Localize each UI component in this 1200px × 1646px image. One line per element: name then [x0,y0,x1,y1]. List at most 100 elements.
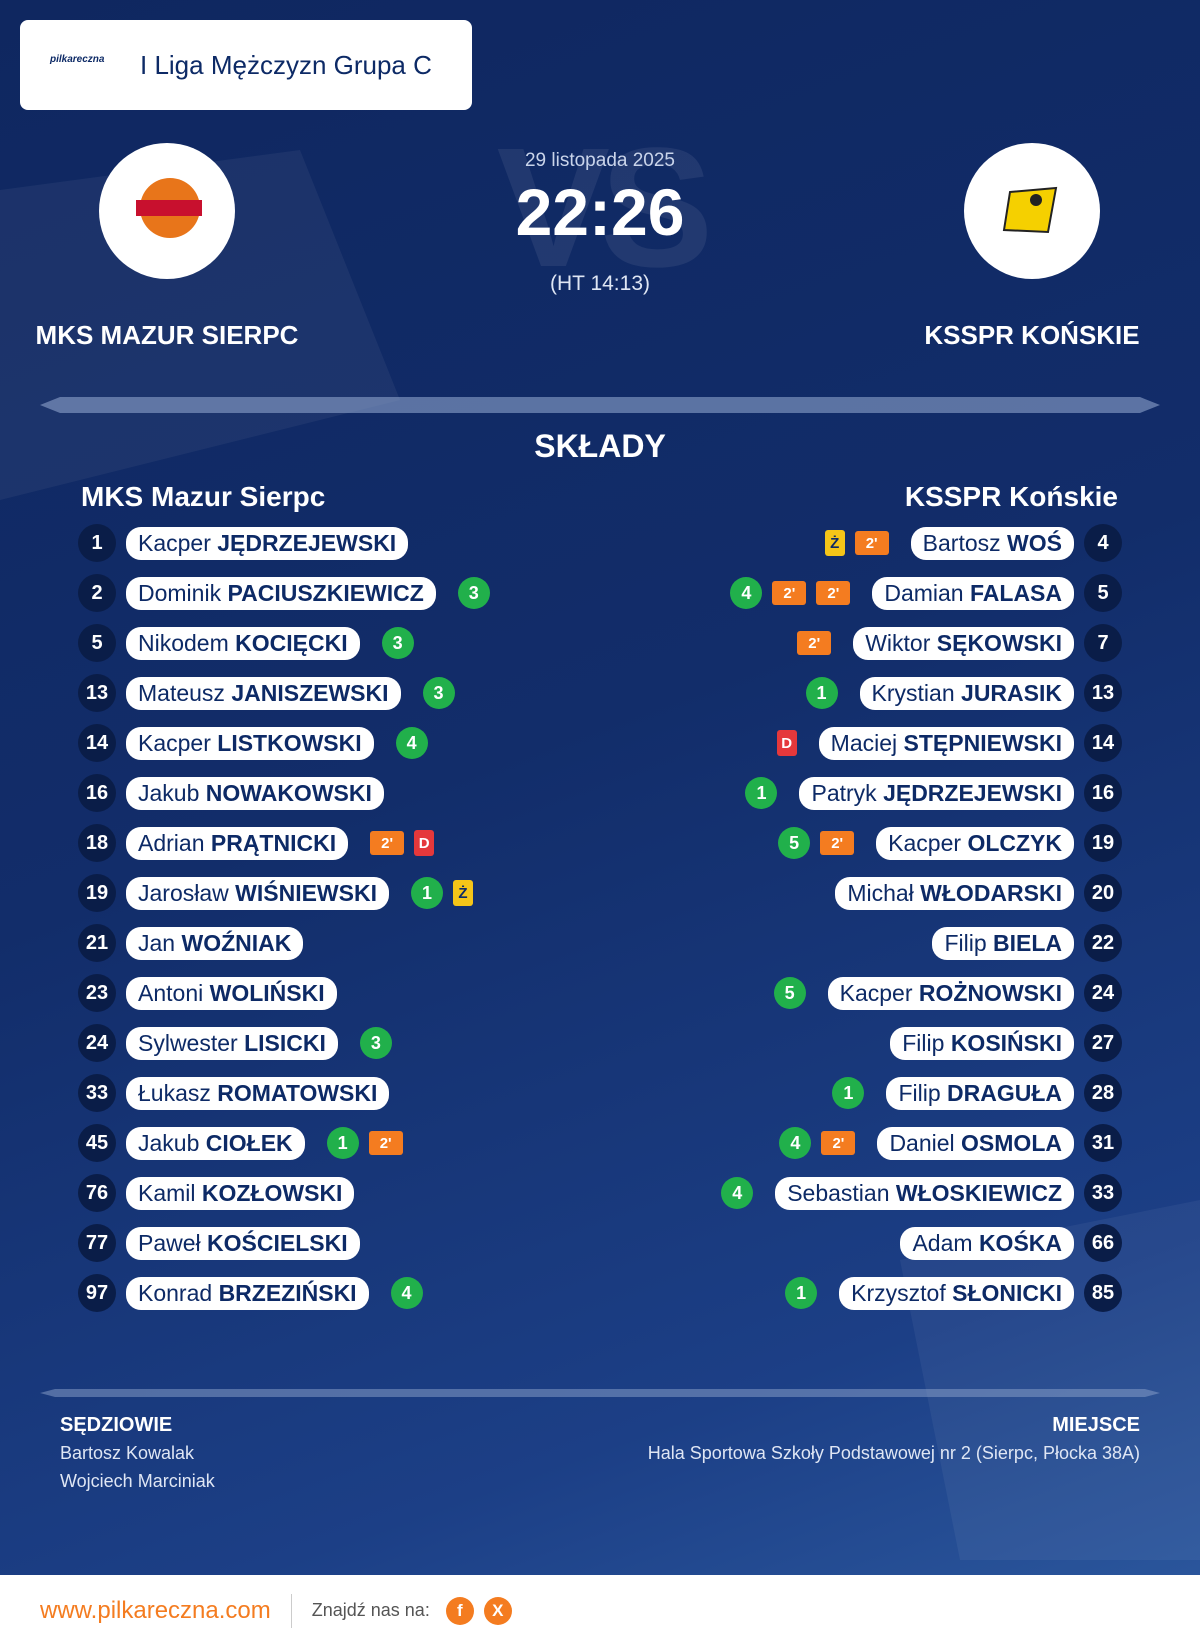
card: 2' [816,581,851,605]
venue-name: Hala Sportowa Szkoły Podstawowej nr 2 (S… [647,1443,1140,1463]
player-row: 1 Krystian JURASIK 13 [805,668,1122,718]
social-link[interactable]: X [483,1596,512,1625]
events: 3 [457,577,490,609]
player-name: Maciej STĘPNIEWSKI [818,726,1074,760]
last-name: PRĄTNICKI [210,829,337,856]
vs-watermark: VS [496,113,714,303]
last-name: STĘPNIEWSKI [903,729,1062,756]
goals: 3 [422,677,455,709]
player-name: Bartosz WOŚ [910,526,1074,560]
first-name: Maciej [830,729,898,756]
last-name: BRZEZIŃSKI [218,1279,357,1306]
events: 5 [773,977,806,1009]
player-number: 27 [1084,1024,1122,1062]
site-url: www.pilkareczna.com [40,1593,292,1628]
first-name: Paweł [138,1229,201,1256]
last-name: KOSIŃSKI [950,1029,1062,1056]
player-row: 97 Konrad BRZEZIŃSKI 4 [78,1268,423,1318]
official-name: Wojciech Marciniak [60,1471,215,1491]
player-name: Dominik PACIUSZKIEWICZ [126,576,436,610]
first-name: Nikodem [138,629,229,656]
events: 1 [785,1277,818,1309]
first-name: Mateusz [138,679,225,706]
last-name: WIŚNIEWSKI [235,879,377,906]
first-name: Dominik [138,579,222,606]
player-number: 33 [1084,1174,1122,1212]
player-row: Ż 2' Bartosz WOŚ 4 [824,518,1122,568]
last-name: WŁOSKIEWICZ [895,1179,1062,1206]
events: 4 2' 2' [730,577,851,609]
goals: 1 [785,1277,818,1309]
first-name: Filip [902,1029,945,1056]
venue-title: MIEJSCE [1052,1414,1140,1436]
player-name: Jan WOŹNIAK [126,926,304,960]
player-number: 1 [78,524,116,562]
official-name: Bartosz Kowalak [60,1443,195,1463]
player-number: 5 [1084,574,1122,612]
card: Ż [453,880,473,906]
player-row: 5 Nikodem KOCIĘCKI 3 [78,618,414,668]
last-name: WOŚ [1007,529,1062,556]
first-name: Łukasz [138,1079,211,1106]
player-number: 85 [1084,1274,1122,1312]
goals: 3 [457,577,490,609]
first-name: Jan [138,929,176,956]
goals: 4 [730,577,763,609]
events: 1 [805,677,838,709]
player-number: 76 [78,1174,116,1212]
first-name: Kacper [138,729,211,756]
away-lineup-title: KSSPR Końskie [904,481,1118,512]
player-row: 2 Dominik PACIUSZKIEWICZ 3 [78,568,490,618]
player-number: 7 [1084,624,1122,662]
league-name: I Liga Mężczyzn Grupa C [140,50,432,80]
follow-text: Znajdź nas na: [311,1600,430,1620]
events: 3 [422,677,455,709]
goals: 4 [779,1127,812,1159]
last-name: JĘDRZEJEWSKI [217,529,397,556]
player-number: 23 [78,974,116,1012]
player-name: Kacper JĘDRZEJEWSKI [126,526,409,560]
card: D [776,730,797,756]
last-name: BIELA [993,929,1062,956]
last-name: JĘDRZEJEWSKI [883,779,1062,806]
goals: 5 [778,827,811,859]
player-name: Adrian PRĄTNICKI [126,826,349,860]
player-row: 45 Jakub CIOŁEK 1 2' [78,1118,403,1168]
card: D [414,830,435,856]
player-name: Paweł KOŚCIELSKI [126,1226,360,1260]
events: 4 [395,727,428,759]
first-name: Jakub [138,779,200,806]
last-name: SĘKOWSKI [936,629,1062,656]
first-name: Adrian [138,829,205,856]
player-name: Sylwester LISICKI [126,1026,338,1060]
goals: 4 [390,1277,423,1309]
player-number: 24 [1084,974,1122,1012]
first-name: Damian [884,579,964,606]
goals: 4 [721,1177,754,1209]
player-name: Filip DRAGUŁA [886,1076,1074,1110]
social-link[interactable]: f [445,1596,474,1625]
last-name: FALASA [970,579,1062,606]
player-row: Filip BIELA 22 [910,918,1122,968]
player-number: 20 [1084,874,1122,912]
officials-title: SĘDZIOWIE [60,1414,173,1436]
player-name: Krystian JURASIK [859,676,1074,710]
last-name: KOZŁOWSKI [201,1179,343,1206]
player-row: 77 Paweł KOŚCIELSKI [78,1218,382,1268]
goals: 5 [773,977,806,1009]
player-row: 4 2' Daniel OSMOLA 31 [779,1118,1122,1168]
player-name: Kamil KOZŁOWSKI [126,1176,355,1210]
player-row: Adam KOŚKA 66 [878,1218,1122,1268]
first-name: Daniel [889,1129,955,1156]
player-name: Mateusz JANISZEWSKI [126,676,401,710]
goals: 1 [326,1127,359,1159]
first-name: Wiktor [865,629,931,656]
events: Ż 2' [824,530,889,556]
first-name: Kacper [839,979,913,1006]
player-name: Wiktor SĘKOWSKI [853,626,1074,660]
goals: 3 [381,627,414,659]
last-name: WOLIŃSKI [209,979,325,1006]
player-number: 77 [78,1224,116,1262]
home-lineup-title: MKS Mazur Sierpc [81,481,326,512]
